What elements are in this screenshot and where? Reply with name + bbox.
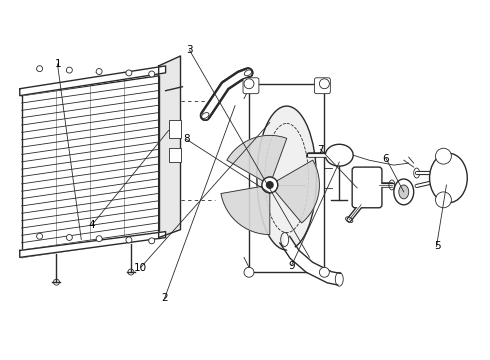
- Polygon shape: [20, 231, 166, 257]
- FancyBboxPatch shape: [315, 78, 330, 94]
- Circle shape: [37, 66, 43, 72]
- Text: 2: 2: [162, 293, 168, 303]
- Polygon shape: [221, 186, 270, 235]
- Circle shape: [66, 234, 73, 240]
- Ellipse shape: [430, 153, 467, 203]
- Circle shape: [266, 181, 274, 189]
- Text: 10: 10: [134, 262, 147, 273]
- Circle shape: [149, 238, 155, 244]
- Circle shape: [126, 237, 132, 243]
- Text: 4: 4: [89, 220, 95, 230]
- Ellipse shape: [325, 144, 353, 166]
- Circle shape: [126, 70, 132, 76]
- Circle shape: [319, 267, 329, 277]
- Circle shape: [37, 233, 43, 239]
- Circle shape: [244, 267, 254, 277]
- Ellipse shape: [257, 106, 317, 250]
- Circle shape: [262, 177, 278, 193]
- Bar: [169, 148, 180, 162]
- FancyBboxPatch shape: [352, 167, 382, 208]
- Text: 5: 5: [434, 241, 441, 251]
- Text: 6: 6: [383, 154, 390, 163]
- Circle shape: [149, 71, 155, 77]
- Ellipse shape: [436, 148, 451, 164]
- Text: 7: 7: [317, 145, 324, 155]
- FancyBboxPatch shape: [243, 78, 259, 94]
- Text: 8: 8: [183, 134, 190, 144]
- Polygon shape: [275, 160, 319, 223]
- Text: 9: 9: [288, 261, 294, 271]
- Text: 1: 1: [54, 59, 61, 69]
- Bar: [169, 121, 180, 138]
- Polygon shape: [20, 66, 166, 96]
- Polygon shape: [159, 56, 180, 238]
- Ellipse shape: [394, 179, 414, 205]
- Circle shape: [96, 236, 102, 242]
- Circle shape: [66, 67, 73, 73]
- Circle shape: [319, 79, 329, 89]
- Text: 3: 3: [186, 45, 193, 55]
- Circle shape: [96, 68, 102, 75]
- Circle shape: [53, 279, 59, 285]
- Circle shape: [244, 79, 254, 89]
- Ellipse shape: [399, 185, 409, 199]
- Ellipse shape: [436, 192, 451, 208]
- Polygon shape: [227, 135, 287, 181]
- Circle shape: [128, 269, 134, 275]
